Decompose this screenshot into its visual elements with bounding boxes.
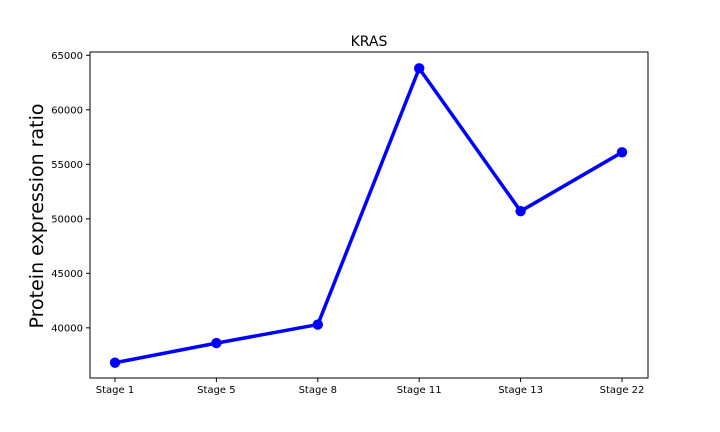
data-point: [211, 337, 222, 349]
y-tick-label: 55000: [51, 160, 83, 171]
x-tick-label: Stage 13: [498, 385, 543, 396]
y-tick-label: 65000: [51, 51, 83, 62]
y-tick-label: 50000: [51, 214, 83, 225]
data-point: [414, 63, 425, 74]
y-axis-label: Protein expression ratio: [26, 104, 48, 329]
series-line: [114, 66, 623, 365]
y-tick-label: 60000: [51, 105, 83, 116]
x-tick-label: Stage 11: [397, 385, 442, 396]
chart-title: KRAS: [351, 34, 388, 50]
x-tick-label: Stage 8: [299, 385, 337, 396]
x-tick-label: Stage 5: [197, 385, 235, 396]
y-tick-label: 40000: [51, 323, 83, 334]
y-tick-label: 45000: [51, 269, 83, 280]
x-tick-label: Stage 1: [96, 385, 134, 396]
data-point: [312, 319, 323, 330]
data-point: [616, 147, 628, 158]
x-tick-label: Stage 22: [600, 385, 645, 396]
data-point: [515, 205, 526, 217]
data-point: [109, 357, 121, 368]
plot-frame: [89, 51, 649, 379]
plot-area: 40000 45000 50000 55000 60000 65000 Stage 1 Sta…: [51, 51, 649, 396]
